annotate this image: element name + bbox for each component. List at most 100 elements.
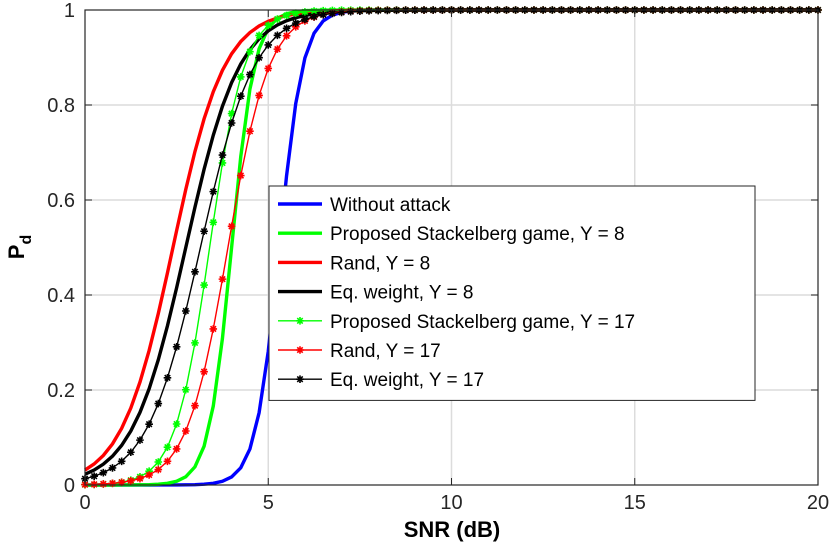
series-marker <box>319 6 328 15</box>
series-marker <box>181 307 190 315</box>
series-marker <box>374 6 382 15</box>
series-marker <box>136 436 144 444</box>
series-marker <box>328 9 337 18</box>
y-tick-label: 0.4 <box>47 285 75 307</box>
series-marker <box>99 480 108 488</box>
y-tick-label: 0 <box>64 475 75 497</box>
y-tick-label: 0.2 <box>47 380 75 402</box>
legend-item: Eq. weight, Y = 17 <box>278 370 484 391</box>
series-marker <box>255 91 263 100</box>
series-marker <box>273 45 282 53</box>
series-marker <box>264 64 273 73</box>
y-axis-title-main: P <box>4 245 29 260</box>
legend-item: Rand, Y = 17 <box>278 341 441 362</box>
legend-label: Rand, Y = 17 <box>330 341 441 362</box>
series-marker <box>246 127 254 135</box>
series-marker <box>90 480 98 489</box>
series-marker <box>346 7 355 16</box>
series-marker <box>264 21 273 30</box>
series-marker <box>191 339 199 347</box>
series-marker <box>154 465 163 474</box>
series-marker <box>136 474 144 483</box>
series-marker <box>365 7 373 15</box>
series-marker <box>273 15 282 23</box>
series-marker <box>90 472 98 481</box>
series-marker <box>163 457 172 466</box>
series-marker <box>117 457 126 466</box>
series-marker <box>200 367 208 376</box>
series-marker <box>282 24 291 33</box>
series-marker <box>117 478 126 487</box>
legend-item: Eq. weight, Y = 8 <box>278 283 473 304</box>
series-marker <box>236 171 245 180</box>
legend-item: Rand, Y = 8 <box>278 253 430 274</box>
series-marker <box>227 222 236 231</box>
x-tick-label: 15 <box>624 492 646 514</box>
x-tick-label: 10 <box>440 492 462 514</box>
legend-item: Without attack <box>278 195 451 216</box>
series-marker <box>264 41 273 49</box>
series-marker <box>108 479 117 488</box>
series-marker <box>163 443 172 451</box>
y-tick-label: 0.8 <box>47 95 75 117</box>
series-marker <box>227 109 236 118</box>
legend-item: Proposed Stackelberg game, Y = 8 <box>278 224 625 245</box>
legend-label: Proposed Stackelberg game, Y = 8 <box>330 224 625 245</box>
series-marker <box>236 73 245 81</box>
legend-label: Proposed Stackelberg game, Y = 17 <box>330 312 635 333</box>
series-marker <box>296 346 304 354</box>
series-marker <box>172 342 181 351</box>
series-marker <box>319 10 328 19</box>
series-marker <box>172 445 181 453</box>
series-marker <box>99 468 108 477</box>
legend-label: Eq. weight, Y = 17 <box>330 370 484 391</box>
series-marker <box>218 159 227 167</box>
x-tick-label: 0 <box>79 492 90 514</box>
series-marker <box>310 12 318 21</box>
series-marker <box>127 448 135 457</box>
series-marker <box>356 7 364 16</box>
series-marker <box>296 317 304 325</box>
series-marker <box>236 92 245 100</box>
legend: Without attack Proposed Stackelberg game,… <box>268 185 756 401</box>
series-marker <box>337 8 346 17</box>
series-marker <box>200 227 208 236</box>
series-marker <box>227 119 236 127</box>
series-marker <box>145 471 153 479</box>
axis-ticks: 0 5 10 15 20 0 0.2 0.4 0.6 0.8 1 <box>47 0 829 514</box>
series-marker <box>296 375 304 383</box>
series-marker <box>209 187 218 196</box>
legend-label: Without attack <box>330 195 451 216</box>
series-marker <box>209 218 218 227</box>
series-marker <box>282 31 291 40</box>
y-axis-title-sub: d <box>18 235 35 245</box>
series-marker <box>163 374 172 382</box>
series-marker <box>127 477 135 485</box>
series-marker <box>301 15 309 24</box>
series-marker <box>255 31 263 40</box>
series-marker <box>181 385 190 394</box>
legend-item: Proposed Stackelberg game, Y = 17 <box>278 312 635 333</box>
series-marker <box>246 47 254 56</box>
series-marker <box>200 281 208 289</box>
legend-label: Eq. weight, Y = 8 <box>330 283 473 304</box>
series-marker <box>246 70 254 79</box>
x-tick-label: 20 <box>807 492 829 514</box>
x-axis-title: SNR (dB) <box>404 517 501 542</box>
series-marker <box>145 420 153 428</box>
legend-label: Rand, Y = 8 <box>330 253 430 274</box>
y-axis-title: Pd <box>4 235 35 259</box>
series-marker <box>154 399 163 408</box>
series-marker <box>108 464 117 472</box>
y-tick-label: 1 <box>64 0 75 22</box>
series-marker <box>301 8 309 16</box>
series-marker <box>218 151 227 159</box>
series-marker <box>191 268 199 276</box>
series-marker <box>291 9 300 17</box>
series-marker <box>255 53 263 62</box>
series-marker <box>172 420 181 428</box>
series-marker <box>191 401 199 410</box>
series-marker <box>154 458 163 466</box>
series-marker <box>282 11 291 20</box>
